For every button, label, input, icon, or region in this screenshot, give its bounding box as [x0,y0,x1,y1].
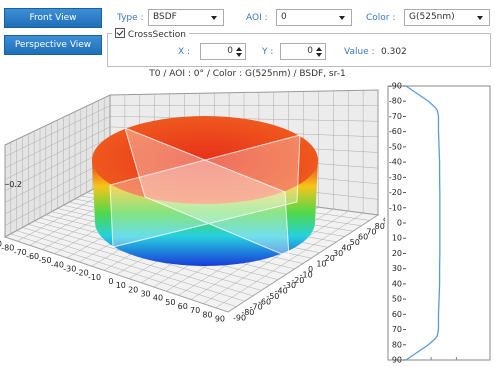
y-tick-label: 20 [392,249,402,258]
y-tick-label: 60 [392,310,402,319]
y-tick-label: 50 [392,295,402,304]
aoi-value: 0 [281,12,287,22]
floor-grid [16,230,245,302]
x-tick-label: 70 [190,306,200,315]
cross-section-header: CrossSection [112,28,189,41]
value: 0.302 [381,47,407,57]
y-tick-label: 90 [392,356,402,365]
y-tick-label: -80 [241,308,254,317]
y-spinner[interactable]: 0 [280,43,326,60]
y-tick-label: 70 [392,325,402,334]
y-tick-label: -30 [389,173,402,182]
type-value: BSDF [153,12,177,22]
x-tick-label: 50 [165,298,175,307]
y-tick-label: 40 [341,243,351,252]
y-tick-label: 10 [392,234,402,243]
aoi-label: AOI : [246,13,268,23]
floor-grid [4,236,229,313]
x-value: 0 [227,46,233,56]
x-spinner[interactable]: 0 [200,43,246,60]
x-tick-label: -70 [14,248,27,257]
profile-line [405,85,441,361]
x-tick-label: -90 [0,240,2,249]
wall-grid [4,105,378,157]
y-tick-label: 60 [358,233,368,242]
y-tick-label: -40 [275,287,288,296]
type-select[interactable]: BSDF [148,9,224,26]
y-tick-label: -20 [389,188,402,197]
y-tick-label: 80 [375,222,385,231]
y-tick-label: -10 [300,270,313,279]
caption: T0 / AOI : 0° / Color : G(525nm) / BSDF,… [149,69,346,79]
wall-grid [4,115,379,169]
x-tick-label: -30 [63,265,76,274]
cross-section-chart: -90 -80 -70 -60 -50 -40 -30 -20 -10 0 10 20 30 40 50 60… [387,82,491,365]
y-tick-label: 30 [333,249,343,258]
y-tick-label: -50 [266,292,279,301]
plot-3d: -90-80-70-60-50-40-30-20-100102030405060… [0,89,385,324]
x-tick-label: -80 [1,244,14,253]
y-value: 0 [307,46,313,56]
x-tick-label: -50 [38,256,51,265]
cross-section-label: CrossSection [127,30,186,40]
x-tick-label: -20 [76,269,89,278]
y-tick-label: -40 [389,158,402,167]
x-tick-label: 80 [202,310,212,319]
y-tick-label: -50 [389,142,402,151]
y-tick-label: 20 [325,254,335,263]
y-tick-label: -60 [258,297,271,306]
color-label: Color : [366,13,396,23]
x-tick-label: -10 [88,273,101,282]
y-tick-label: 70 [366,227,376,236]
x-tick-label: 0 [108,277,113,286]
y-tick-label: -70 [250,303,263,312]
aoi-select[interactable]: 0 [276,9,352,26]
x-tick-label: 60 [178,302,188,311]
section-plane [109,134,301,248]
y-tick-label: -90 [389,82,402,91]
x-label: X : [178,47,191,57]
type-label: Type : [117,13,144,23]
checkbox[interactable] [115,28,125,38]
y-tick-label: 90 [383,217,385,226]
section-plane [124,127,290,258]
y-tick-label: 10 [316,260,326,269]
x-tick-label: 40 [153,294,163,303]
color-select[interactable]: G(525nm) [404,9,490,26]
x-tick-label: -40 [51,260,64,269]
front-view-button[interactable]: Front View [4,8,102,28]
y-tick-label: 0 [308,265,313,274]
y-tick-label: -60 [389,127,402,136]
y-tick-label: -80 [389,97,402,106]
y-tick-label: 40 [392,279,402,288]
y-label: Y : [262,47,274,57]
y-tick-label: 50 [350,238,360,247]
x-tick-label: 20 [128,285,138,294]
perspective-view-button[interactable]: Perspective View [4,35,102,55]
floor-grid [10,233,237,307]
color-value: G(525nm) [409,12,455,22]
y-tick-label: -90 [233,314,246,323]
y-tick-label: 80 [392,340,402,349]
x-tick-label: -60 [26,252,39,261]
floor-grid [22,227,254,297]
y-tick-label: 0 [397,219,402,228]
x-tick-label: 10 [116,281,126,290]
y-tick-label: -10 [389,203,402,212]
x-tick-label: 90 [215,315,225,324]
cross-section-group [107,33,491,67]
y-tick-label: 30 [392,264,402,273]
y-tick-label: -70 [389,112,402,121]
x-tick-label: 30 [140,290,150,299]
value-label: Value : [344,47,375,57]
z-tick-label: 0.2 [9,180,22,189]
y-tick-label: -30 [283,281,296,290]
y-tick-label: -20 [291,276,304,285]
